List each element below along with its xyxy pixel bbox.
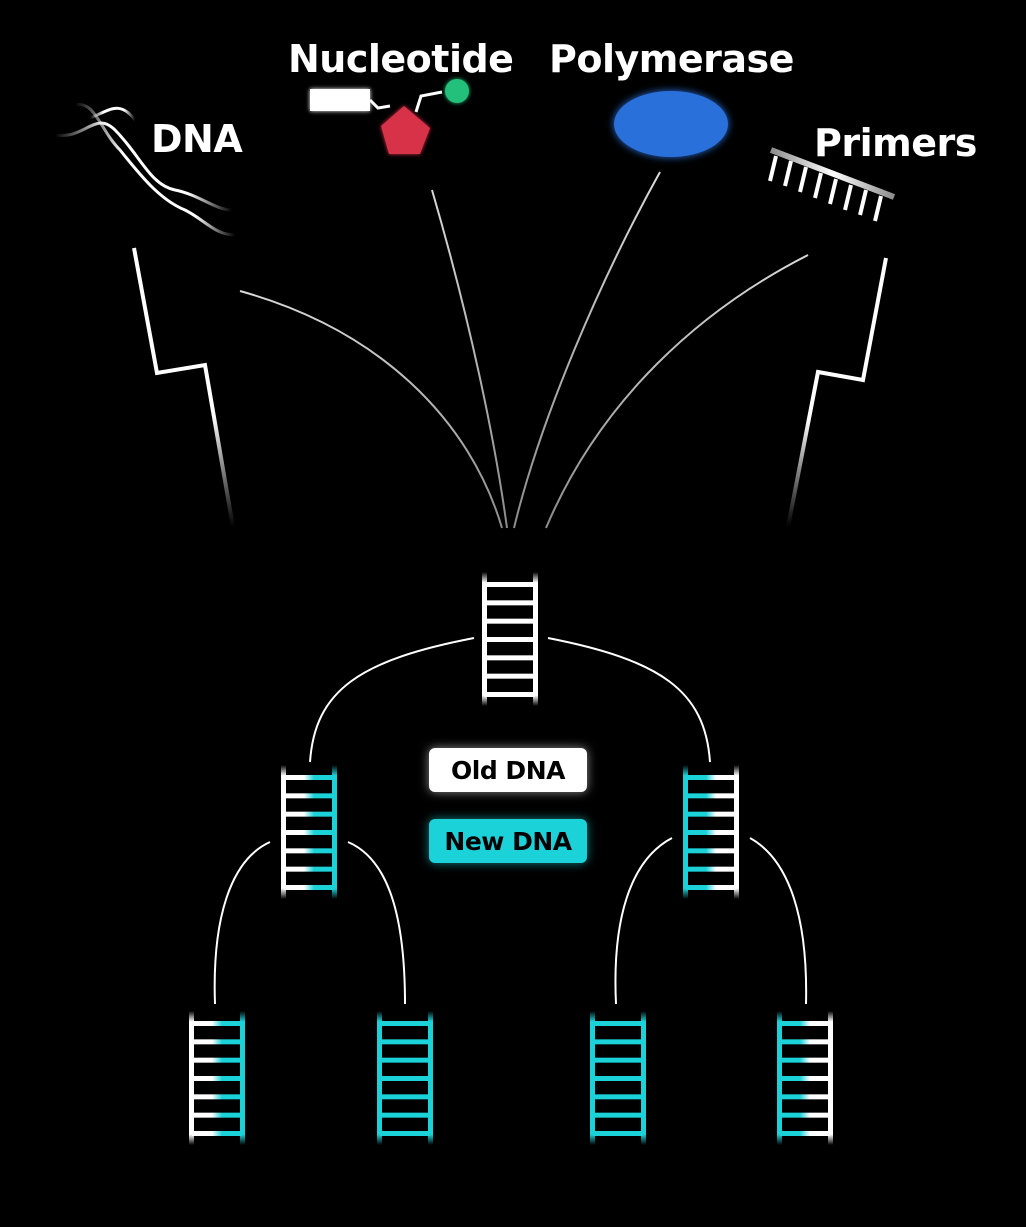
ladder-rung [192,1021,242,1026]
dna-ladder-generation-2-4 [777,1011,833,1145]
ladder-rung [593,1076,643,1081]
ladder-rung [593,1021,643,1026]
ladder-rung [780,1057,830,1063]
ladder-rung [485,582,535,587]
ladder-rail-left [189,1011,194,1145]
dna-ladder-generation-1-1 [281,765,337,899]
ladder-rung [686,885,736,890]
ladder-rung [485,673,535,679]
ladder-rail-left [683,765,688,899]
ladder-rung [284,830,334,835]
ladder-rung [686,866,736,872]
ladder-rail-left [777,1011,782,1145]
ladder-rung [485,618,535,624]
ladder-rung [780,1131,830,1136]
ladder-rung [593,1094,643,1100]
ladder-rung [593,1057,643,1063]
replication-branches [213,637,808,1005]
ladder-rung [686,775,736,780]
dna-ladder-generation-2-2 [377,1011,433,1145]
ladder-rung [284,848,334,854]
ladder-rung [780,1076,830,1081]
ladder-rung [593,1131,643,1136]
ladder-rail-right [240,1011,245,1145]
ladder-rung [284,811,334,817]
ladder-rung [380,1021,430,1026]
ladder-rung [686,811,736,817]
ladder-rail-left [482,572,487,706]
heat-zigzag-right [786,257,888,528]
dna-ladder-generation-2-3 [590,1011,646,1145]
ladder-rail-right [828,1011,833,1145]
dna-double-helix-icon [54,103,236,237]
ladder-rung [780,1021,830,1026]
ladder-rung [192,1094,242,1100]
converging-lines [239,171,809,529]
ladder-rail-right [734,765,739,899]
ladder-rung [192,1076,242,1081]
ladder-rung [284,885,334,890]
ladder-rung [485,600,535,606]
ladder-rung [380,1131,430,1136]
dna-ladder-parent-1 [482,572,538,706]
ladder-rung [380,1039,430,1045]
polymerase-label: Polymerase [549,37,794,81]
ladder-rung [192,1057,242,1063]
ladder-rung [192,1039,242,1045]
primers-label: Primers [814,121,977,165]
ladder-rung [380,1112,430,1118]
ladder-rung [780,1094,830,1100]
dna-label: DNA [151,117,243,161]
ladder-rung [780,1039,830,1045]
ladder-rung [380,1057,430,1063]
ladder-rail-left [377,1011,382,1145]
ladder-rung [780,1112,830,1118]
ladder-rail-left [281,765,286,899]
ladder-rung [593,1039,643,1045]
ladder-rung [593,1112,643,1118]
ladder-rung [485,637,535,642]
ladder-rung [380,1094,430,1100]
dna-ladders [189,572,833,1145]
ladder-rung [284,866,334,872]
primers-icon [768,147,896,222]
ladder-rail-right [332,765,337,899]
polymerase-icon [614,91,728,157]
ladder-rung [284,775,334,780]
nucleotide-label: Nucleotide [288,37,514,81]
heat-zigzag-left [132,247,235,528]
legend-new-dna: New DNA [429,819,587,863]
ladder-rung [192,1112,242,1118]
ladder-rung [686,848,736,854]
ladder-rail-right [533,572,538,706]
ladder-rung [485,692,535,697]
dna-ladder-generation-1-2 [683,765,739,899]
ladder-rung [686,793,736,799]
ladder-rung [485,655,535,661]
legend-old-dna: Old DNA [429,748,587,792]
ladder-rail-right [641,1011,646,1145]
ladder-rung [284,793,334,799]
ladder-rail-right [428,1011,433,1145]
dna-ladder-generation-2-1 [189,1011,245,1145]
ladder-rung [380,1076,430,1081]
nucleotide-icon [310,79,469,154]
ladder-rung [192,1131,242,1136]
ladder-rung [686,830,736,835]
ladder-rail-left [590,1011,595,1145]
